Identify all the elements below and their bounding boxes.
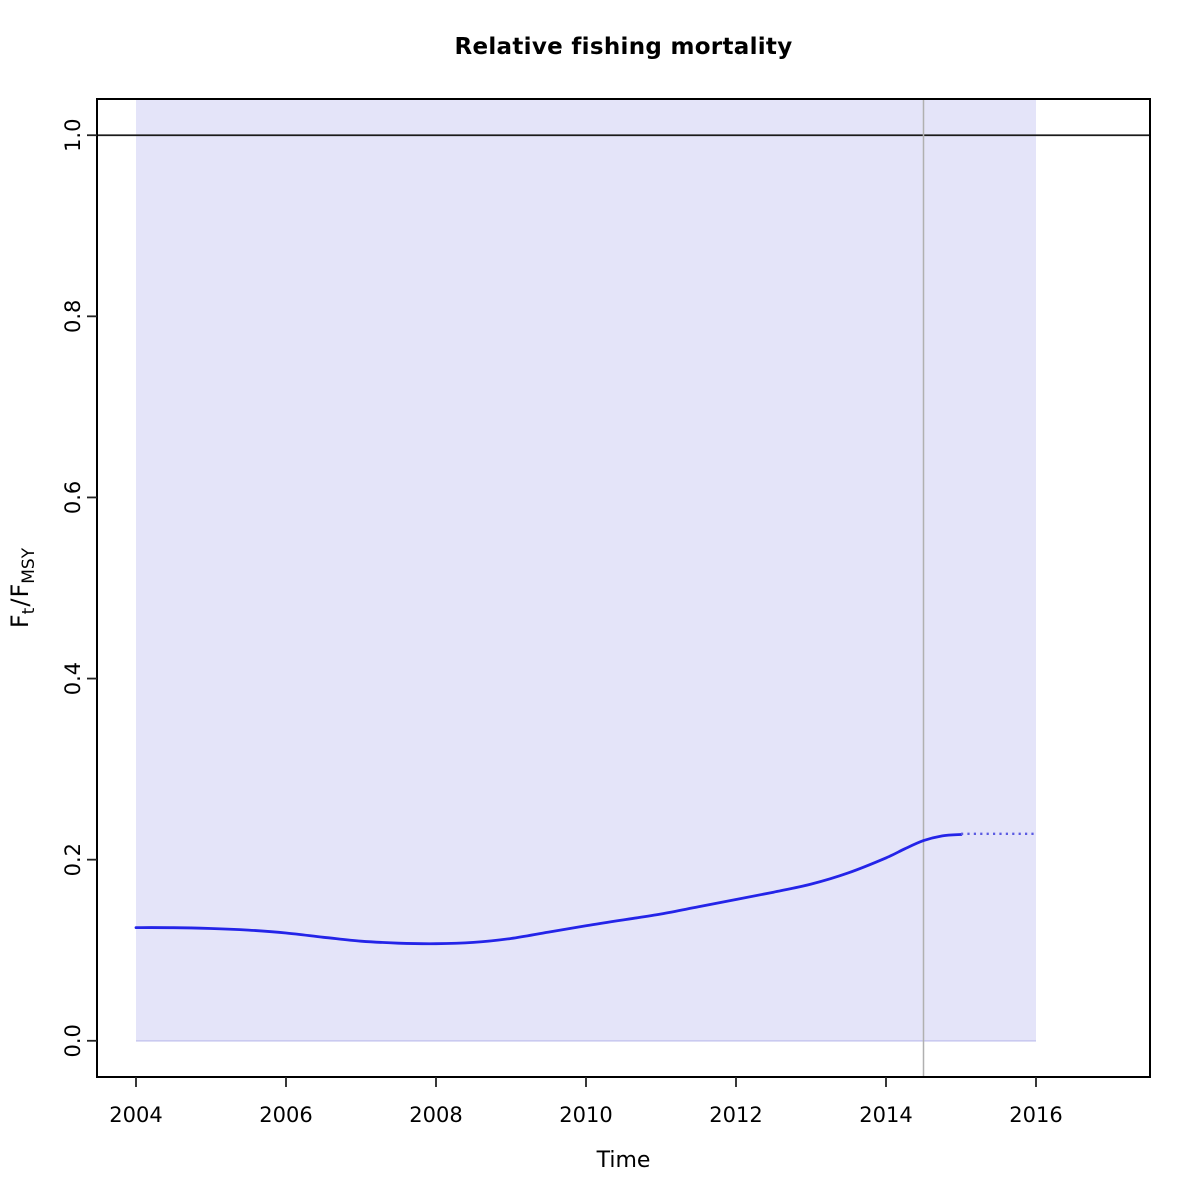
y-tick-label: 0.4 [61,662,85,695]
x-tick-label: 2014 [859,1103,912,1127]
x-tick-label: 2012 [709,1103,762,1127]
chart-title: Relative fishing mortality [454,34,793,60]
x-tick-label: 2008 [409,1103,462,1127]
x-tick-label: 2006 [259,1103,312,1127]
y-label-sub-msy: MSY [18,547,39,584]
x-axis-label: Time [596,1148,651,1173]
y-tick-label: 0.2 [61,843,85,876]
y-label-f1: F [6,614,34,629]
y-label-slash: / [6,598,34,607]
plot-border [96,98,1151,1078]
y-tick-label: 0.6 [61,481,85,514]
y-tick-label: 1.0 [61,119,85,152]
y-axis-label: Ft/FMSY [5,502,39,674]
y-tick-label: 0.8 [61,300,85,333]
y-tick-label: 0.0 [61,1024,85,1057]
y-label-sub-t: t [18,607,39,615]
x-tick-label: 2016 [1009,1103,1062,1127]
y-label-f2: F [6,583,34,598]
x-tick-label: 2004 [109,1103,162,1127]
estimate-curve [134,833,963,946]
confidence-band [136,99,1036,1041]
x-tick-label: 2010 [559,1103,612,1127]
